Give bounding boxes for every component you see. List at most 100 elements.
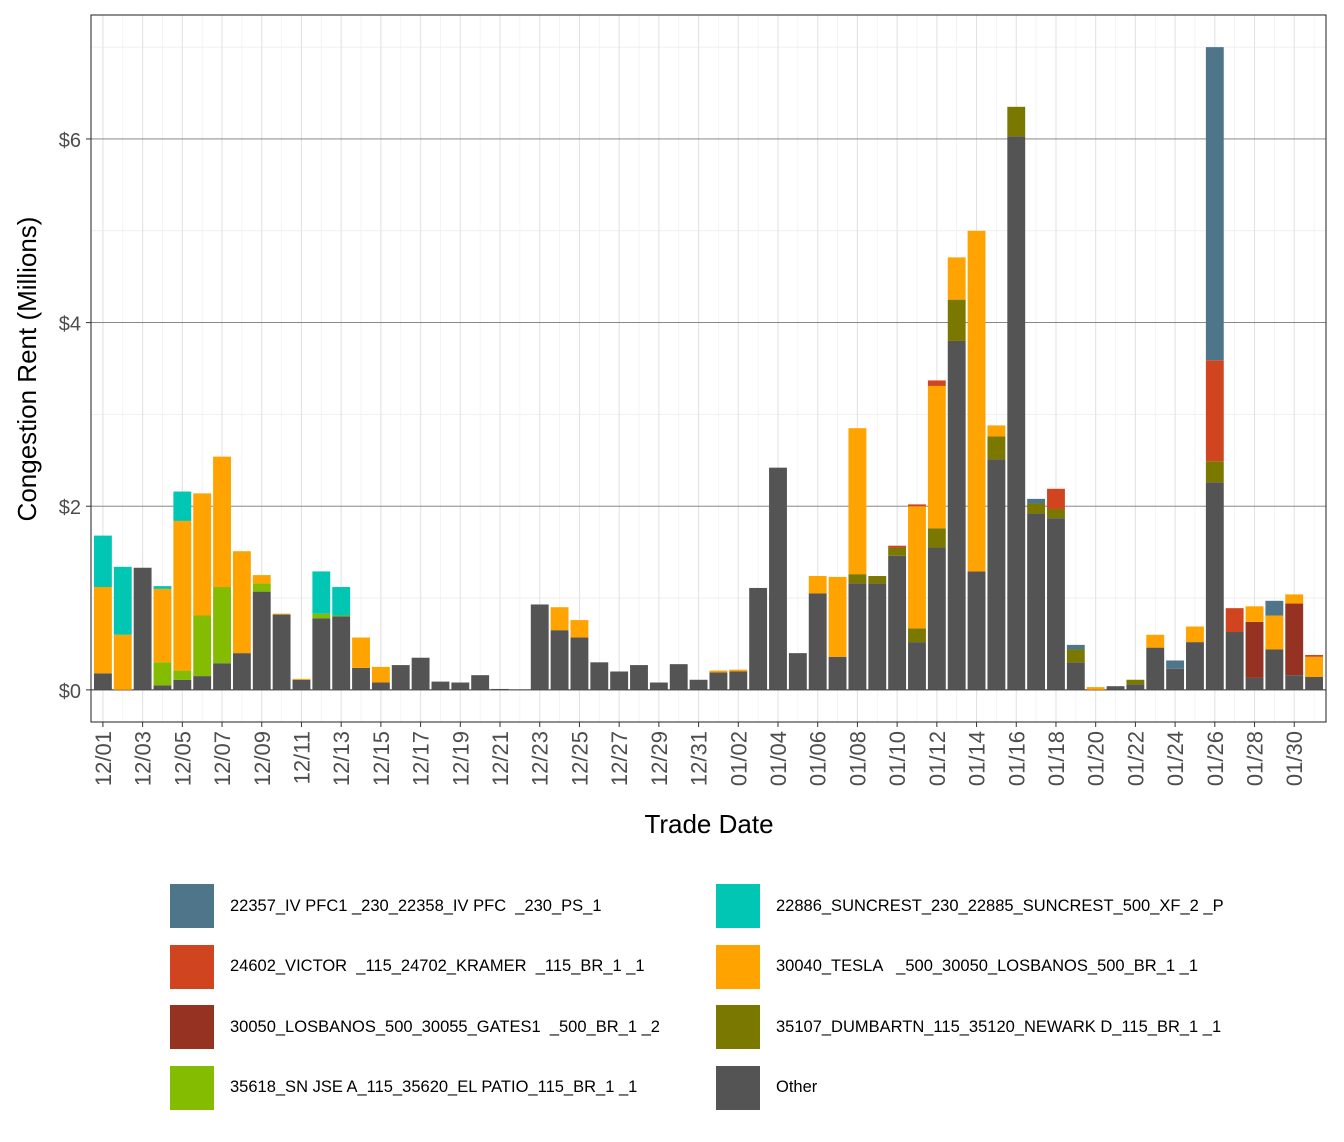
bar-segment bbox=[272, 613, 291, 615]
bar-segment bbox=[908, 628, 926, 643]
bar-segment bbox=[173, 670, 192, 680]
bar-segment bbox=[93, 673, 112, 690]
bar-segment bbox=[1146, 634, 1165, 648]
legend-swatch bbox=[170, 944, 214, 989]
y-axis-title: Congestion Rent (Millions) bbox=[12, 217, 42, 522]
bar-segment bbox=[987, 425, 1006, 437]
bar-segment bbox=[1086, 687, 1105, 690]
bar-segment bbox=[908, 506, 926, 629]
x-tick-label: 01/12 bbox=[925, 731, 950, 786]
bar-segment bbox=[947, 299, 966, 341]
bar-segment bbox=[808, 576, 827, 594]
bar-segment bbox=[1245, 621, 1264, 678]
bar-segment bbox=[1186, 642, 1204, 690]
bar-segment bbox=[332, 587, 351, 616]
plot-panel-border bbox=[90, 14, 1327, 723]
legend-swatch bbox=[716, 1005, 760, 1049]
x-tick-label: 12/23 bbox=[528, 731, 553, 786]
legend-swatch bbox=[170, 1005, 214, 1049]
y-tick-label: $6 bbox=[59, 130, 81, 152]
bar-segment bbox=[888, 555, 907, 690]
legend-item: 22886_SUNCREST_230_22885_SUNCREST_500_XF… bbox=[716, 884, 1224, 928]
x-tick-label: 12/09 bbox=[250, 731, 275, 786]
bar-segment bbox=[550, 607, 569, 631]
legend-label: 35107_DUMBARTN_115_35120_NEWARK D_115_BR… bbox=[776, 1017, 1222, 1036]
bar-segment bbox=[590, 662, 609, 690]
bar-segment bbox=[312, 618, 331, 690]
bar-segment bbox=[729, 671, 748, 690]
congestion-rent-chart: $0$2$4$6 12/01 12/03 12/05 12/07 12/09 12/11 1… bbox=[12, 14, 1327, 839]
bar-segment bbox=[213, 456, 231, 588]
bar-segment bbox=[530, 604, 549, 690]
x-tick-label: 12/27 bbox=[607, 731, 632, 786]
legend-swatch bbox=[170, 884, 214, 928]
bar-segment bbox=[1245, 677, 1264, 690]
bar-segment bbox=[709, 672, 728, 690]
bar-segment bbox=[927, 380, 946, 386]
bar-segment bbox=[987, 436, 1006, 460]
bar-segment bbox=[332, 616, 351, 690]
x-tick-label: 01/10 bbox=[885, 731, 910, 786]
bar-segment bbox=[908, 642, 926, 690]
x-tick-label: 12/21 bbox=[488, 731, 513, 786]
bar-segment bbox=[947, 257, 966, 300]
bar-segment bbox=[828, 576, 847, 657]
legend-label: 30050_LOSBANOS_500_30055_GATES1 _500_BR_… bbox=[230, 1017, 660, 1036]
bar-segment bbox=[550, 630, 569, 690]
bar-segment bbox=[1305, 654, 1324, 657]
bar-segment bbox=[391, 665, 410, 690]
bar-segment bbox=[1166, 660, 1185, 669]
bar-segment bbox=[1205, 47, 1224, 361]
bar-segment bbox=[1047, 518, 1065, 690]
bar-segment bbox=[1285, 594, 1304, 604]
x-tick-label: 01/26 bbox=[1203, 731, 1228, 786]
bar-segment bbox=[1047, 488, 1065, 509]
bar-segment bbox=[967, 230, 986, 572]
bar-segment bbox=[1265, 649, 1284, 690]
bar-segment bbox=[1245, 606, 1264, 622]
bar-segment bbox=[1265, 615, 1284, 650]
y-tick-label: $2 bbox=[59, 497, 81, 519]
x-tick-label: 12/11 bbox=[289, 731, 314, 784]
bar-segment bbox=[967, 571, 986, 690]
bar-segment bbox=[173, 520, 192, 671]
bar-segment bbox=[1027, 513, 1046, 690]
bar-segment bbox=[1027, 498, 1046, 504]
bar-segment bbox=[1106, 686, 1125, 690]
bar-segment bbox=[332, 615, 351, 617]
bar-segment bbox=[808, 593, 827, 690]
legend-label: 24602_VICTOR _115_24702_KRAMER _115_BR_1… bbox=[230, 957, 645, 975]
bar-segment bbox=[193, 615, 212, 677]
bar-segment bbox=[947, 340, 966, 690]
bar-segment bbox=[649, 682, 668, 690]
bar-segment bbox=[292, 678, 311, 680]
x-tick-label: 12/01 bbox=[91, 731, 116, 786]
bar-segment bbox=[352, 667, 370, 690]
bar-segment bbox=[927, 385, 946, 529]
x-tick-label: 01/30 bbox=[1282, 731, 1307, 786]
legend-label: 35618_SN JSE A_115_35620_EL PATIO_115_BR… bbox=[230, 1078, 638, 1096]
bar-segment bbox=[113, 634, 132, 690]
bar-segment bbox=[371, 682, 390, 690]
bar-segment bbox=[1265, 600, 1284, 616]
bar-segment bbox=[729, 669, 748, 672]
bar-segment bbox=[848, 583, 867, 690]
x-tick-label: 01/22 bbox=[1123, 731, 1148, 786]
bar-segment bbox=[1126, 679, 1145, 685]
legend-label: 22357_IV PFC1 _230_22358_IV PFC _230_PS_… bbox=[230, 896, 602, 915]
bar-segment bbox=[193, 493, 212, 616]
bar-segment bbox=[1066, 662, 1085, 690]
bar-segment bbox=[451, 682, 470, 690]
bar-segment bbox=[689, 679, 708, 690]
x-tick-label: 12/05 bbox=[170, 731, 195, 786]
legend-swatch bbox=[716, 944, 760, 989]
legend-item: 30040_TESLA _500_30050_LOSBANOS_500_BR_1… bbox=[716, 944, 1198, 989]
bar-segment bbox=[1066, 649, 1085, 663]
bar-segment bbox=[630, 665, 648, 690]
bar-segment bbox=[153, 662, 172, 686]
bar-segment bbox=[213, 587, 231, 664]
y-axis: $0 $2 $4 $6 bbox=[59, 130, 91, 703]
x-tick-label: 12/15 bbox=[369, 731, 394, 786]
bar-segment bbox=[848, 574, 867, 584]
bar-segment bbox=[471, 675, 490, 690]
